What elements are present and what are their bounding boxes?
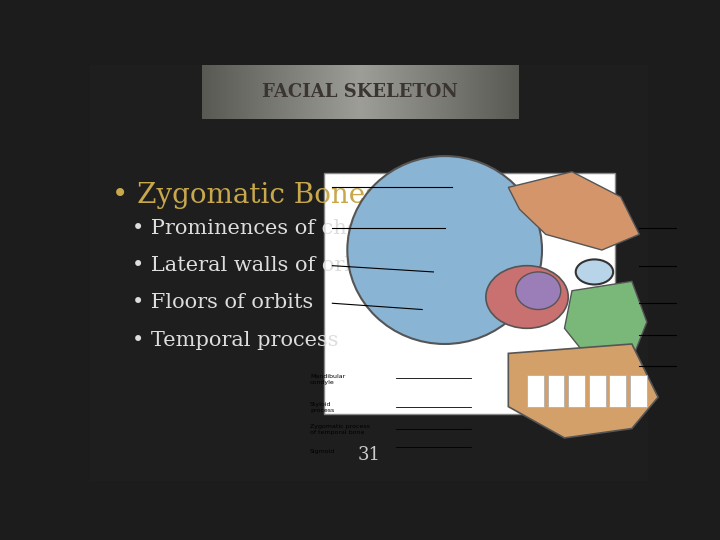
Text: • Temporal process: • Temporal process: [132, 331, 338, 350]
Text: Mandibular
condyle: Mandibular condyle: [310, 374, 345, 384]
Bar: [548, 375, 564, 407]
FancyBboxPatch shape: [324, 173, 615, 414]
Ellipse shape: [576, 259, 613, 285]
Ellipse shape: [516, 272, 561, 309]
Text: • Floors of orbits: • Floors of orbits: [132, 294, 313, 313]
Text: • Prominences of cheeks: • Prominences of cheeks: [132, 219, 395, 238]
Text: • Zygomatic Bones (2): • Zygomatic Bones (2): [112, 181, 428, 208]
Text: 31: 31: [358, 446, 380, 464]
Polygon shape: [508, 344, 658, 438]
FancyBboxPatch shape: [90, 65, 648, 481]
Polygon shape: [564, 281, 647, 366]
Bar: [589, 375, 606, 407]
Ellipse shape: [486, 266, 568, 328]
Polygon shape: [508, 172, 639, 250]
Text: • Lateral walls of orbits: • Lateral walls of orbits: [132, 256, 384, 275]
Ellipse shape: [347, 156, 542, 344]
Bar: [527, 375, 544, 407]
Text: Sigmoid: Sigmoid: [310, 449, 336, 454]
Bar: [630, 375, 647, 407]
Bar: [609, 375, 626, 407]
Bar: [568, 375, 585, 407]
Text: FACIAL SKELETON: FACIAL SKELETON: [262, 83, 458, 101]
Text: Styloid
process: Styloid process: [310, 402, 334, 413]
Text: Zygomatic process
of temporal bone: Zygomatic process of temporal bone: [310, 424, 370, 435]
